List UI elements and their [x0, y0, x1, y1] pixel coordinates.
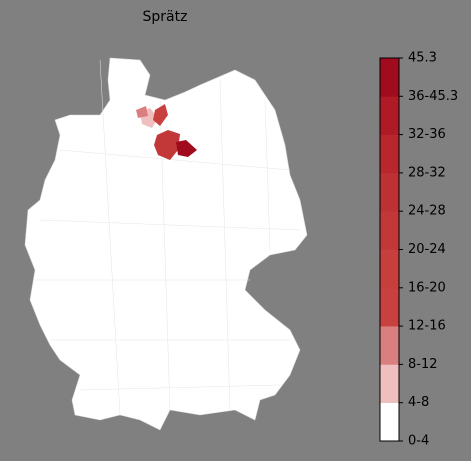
colorbar-label: 0-4 [408, 434, 429, 449]
colorbar-segment [380, 96, 399, 135]
colorbar-segment [380, 249, 399, 289]
colorbar-label: 24-28 [408, 204, 446, 219]
colorbar-segment [380, 172, 399, 212]
colorbar-segment [380, 364, 399, 403]
region-highlight [153, 104, 168, 126]
colorbar-label: 45.3 [408, 51, 437, 66]
colorbar-label: 20-24 [408, 242, 446, 257]
colorbar-label: 32-36 [408, 127, 446, 142]
colorbar-label: 36-45.3 [408, 89, 458, 104]
country-shape [24, 57, 308, 431]
colorbar-label: 8-12 [408, 357, 438, 372]
region-highlight [176, 140, 197, 157]
colorbar-label: 12-16 [408, 319, 446, 334]
district-borders [35, 59, 301, 416]
colorbar-segment [380, 287, 399, 327]
colorbar-label: 28-32 [408, 165, 446, 180]
colorbar: 0-4 4-8 8-12 12-16 16-20 20-24 24-28 28-32 32-36… [379, 51, 458, 449]
region-highlight [154, 130, 180, 160]
colorbar-label: 4-8 [408, 395, 429, 410]
colorbar-segment [380, 402, 399, 442]
germany-map [24, 57, 308, 431]
colorbar-segment [380, 211, 399, 250]
region-highlight [136, 106, 148, 118]
colorbar-segment [380, 134, 399, 174]
colorbar-segment [380, 58, 399, 97]
map-title: Sprätz [143, 9, 188, 25]
colorbar-segment [380, 326, 399, 365]
colorbar-label: 16-20 [408, 280, 446, 295]
